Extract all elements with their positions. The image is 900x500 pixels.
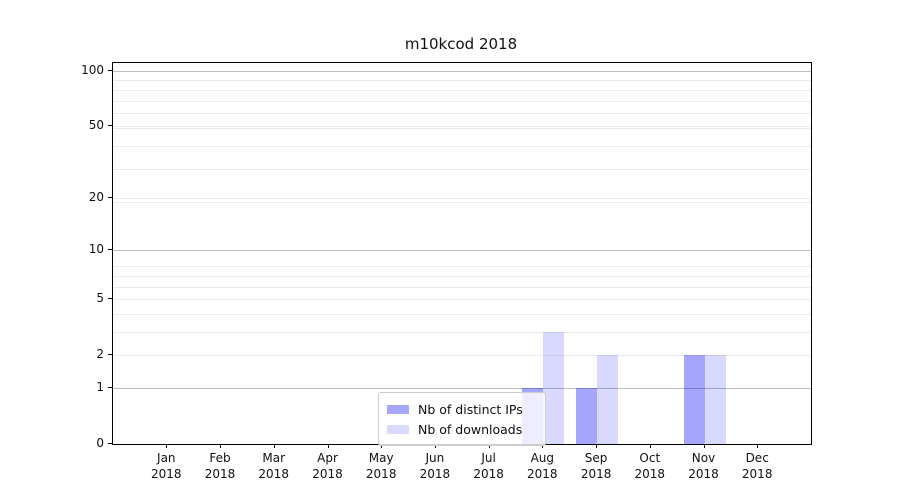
bar-sep-nb-of-downloads — [597, 355, 619, 444]
x-tick-label: Nov 2018 — [688, 451, 719, 481]
minor-gridline — [113, 89, 811, 91]
minor-gridline — [113, 197, 811, 199]
x-tick-mark — [220, 444, 221, 448]
y-tick-mark — [108, 354, 112, 356]
minor-gridline — [113, 126, 811, 128]
legend-row: Nb of distinct IPs — [387, 399, 537, 419]
minor-gridline — [113, 275, 811, 277]
bar-nov-nb-of-distinct-ips — [683, 355, 705, 444]
minor-gridline — [113, 286, 811, 288]
plot-area: Nb of distinct IPs Nb of downloads — [112, 62, 812, 446]
x-tick-mark — [596, 444, 598, 448]
minor-gridline — [113, 145, 811, 147]
minor-gridline — [113, 127, 811, 129]
x-tick-mark — [434, 444, 436, 448]
major-gridline — [113, 71, 811, 72]
y-tick-mark — [108, 70, 112, 71]
x-tick-mark — [166, 444, 168, 448]
x-tick-mark — [273, 444, 275, 448]
y-tick-label: 5 — [96, 291, 104, 306]
x-tick-mark — [381, 444, 383, 448]
legend-label: Nb of downloads — [418, 421, 523, 437]
minor-gridline — [113, 80, 811, 82]
x-tick-mark — [488, 444, 490, 448]
y-tick-label: 50 — [88, 118, 104, 133]
bar-nov-nb-of-downloads — [704, 355, 726, 444]
minor-gridline — [113, 113, 811, 115]
y-tick-mark — [108, 249, 112, 251]
legend-label: Nb of distinct IPs — [418, 401, 523, 417]
legend: Nb of distinct IPs Nb of downloads — [378, 392, 546, 446]
x-tick-mark — [757, 444, 759, 448]
y-tick-mark — [108, 196, 112, 198]
x-tick-mark — [703, 444, 705, 448]
x-tick-mark — [649, 444, 651, 448]
minor-gridline — [113, 266, 811, 268]
legend-swatch-icon — [387, 424, 409, 434]
x-tick-label: Jan 2018 — [151, 451, 182, 481]
y-tick-mark — [108, 443, 112, 444]
bar-sep-nb-of-distinct-ips — [576, 388, 598, 444]
x-tick-label: Mar 2018 — [258, 451, 289, 481]
legend-row: Nb of downloads — [387, 419, 537, 439]
x-tick-label: Oct 2018 — [634, 451, 666, 481]
minor-gridline — [113, 299, 811, 301]
x-tick-mark — [542, 444, 544, 448]
y-tick-label: 2 — [96, 347, 104, 362]
y-tick-mark — [108, 298, 112, 300]
x-tick-label: Jul 2018 — [473, 451, 504, 481]
x-tick-label: Apr 2018 — [312, 451, 343, 481]
y-tick-mark — [108, 387, 112, 388]
major-gridline — [113, 250, 811, 252]
chart-title: m10kcod 2018 — [404, 35, 518, 53]
y-tick-label: 100 — [81, 63, 104, 77]
y-tick-label: 10 — [88, 242, 104, 257]
legend-swatch-icon — [387, 404, 409, 414]
y-tick-label: 1 — [96, 380, 104, 394]
y-tick-mark — [108, 125, 112, 127]
y-tick-label: 20 — [88, 189, 104, 204]
minor-gridline — [113, 100, 811, 102]
bar-aug-nb-of-downloads — [543, 332, 565, 444]
minor-gridline — [113, 169, 811, 171]
x-tick-label: Sep 2018 — [580, 451, 612, 481]
x-tick-label: Dec 2018 — [741, 451, 773, 481]
x-tick-label: Feb 2018 — [204, 451, 236, 481]
x-tick-label: May 2018 — [365, 451, 397, 481]
minor-gridline — [113, 201, 811, 203]
minor-gridline — [113, 355, 811, 357]
x-tick-label: Aug 2018 — [527, 451, 558, 481]
x-tick-mark — [327, 444, 329, 448]
x-tick-label: Jun 2018 — [419, 451, 451, 481]
minor-gridline — [113, 332, 811, 333]
major-gridline — [113, 388, 811, 389]
y-tick-label: 0 — [96, 436, 104, 450]
minor-gridline — [113, 313, 811, 315]
